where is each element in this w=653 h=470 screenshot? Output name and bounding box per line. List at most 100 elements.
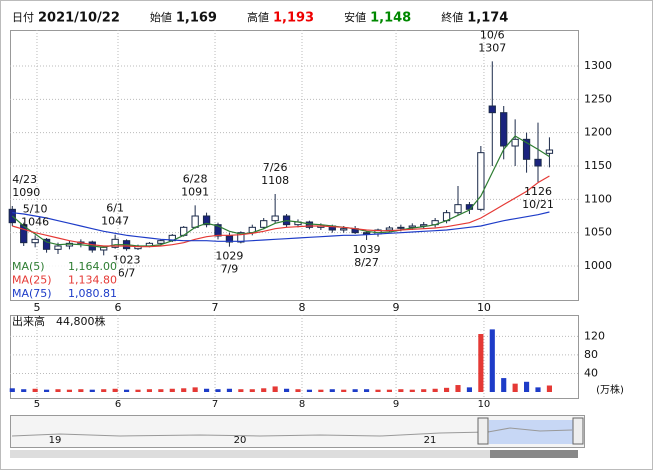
annotation-date: 5/10 [23, 202, 48, 215]
volume-bar [238, 389, 244, 392]
volume-bar [512, 383, 518, 392]
header-value: 1,193 [273, 11, 314, 26]
annotation-date: 10/6 [480, 28, 505, 41]
header-label: 始値 [150, 10, 172, 24]
navigator-line [11, 427, 573, 437]
x-tick-label: 10 [478, 399, 491, 410]
volume-bar [181, 388, 187, 392]
scrollbar-thumb[interactable] [490, 450, 578, 458]
volume-bar [112, 388, 118, 392]
candle-body [397, 226, 405, 229]
y-tick-label: 80 [584, 348, 598, 361]
candle-body [522, 138, 531, 160]
volume-bar [44, 389, 50, 392]
legend-name: MA(5) [12, 260, 45, 273]
y-tick-label: 40 [584, 366, 598, 379]
candle-body [408, 225, 416, 228]
candle-body [191, 215, 199, 228]
volume-bar [306, 389, 312, 392]
x-tick-label: 5 [34, 399, 40, 410]
candle-body [362, 232, 371, 235]
header-value: 2021/10/22 [38, 11, 120, 26]
candle-body [340, 228, 348, 231]
ma-line [12, 211, 550, 242]
volume-bar [204, 388, 210, 392]
volume-bar [32, 388, 38, 392]
volume-bar [455, 385, 461, 392]
volume-bar [535, 387, 541, 392]
volume-bar [444, 387, 450, 392]
y-tick-label: 1150 [584, 159, 612, 172]
y-tick-label: 1300 [584, 59, 612, 72]
y-tick-label: 1100 [584, 192, 612, 205]
navigator-window[interactable] [489, 420, 573, 444]
navigator-handle[interactable] [572, 417, 584, 445]
volume-bar [169, 388, 175, 392]
volume-bar [215, 389, 221, 392]
volume-bar [146, 389, 152, 392]
volume-bar [272, 386, 278, 392]
volume-bar [409, 389, 415, 392]
ma-line [12, 175, 550, 248]
volume-bar [524, 381, 530, 392]
candle-body [271, 215, 279, 222]
annotation-value: 1023 [113, 254, 141, 267]
annotation-value: 1091 [181, 185, 209, 198]
legend-name: MA(25) [12, 274, 52, 287]
annotation-date: 6/1 [106, 202, 124, 215]
annotation-value: 1029 [215, 250, 243, 263]
x-tick-label: 10 [477, 301, 491, 314]
volume-bar [284, 388, 290, 392]
scrollbar[interactable] [10, 450, 490, 458]
volume-bar [89, 389, 95, 392]
legend-value: 1,164.00 [68, 260, 117, 273]
navigator-handle[interactable] [477, 417, 489, 445]
x-tick-label: 5 [33, 301, 40, 314]
annotation-value: 1047 [101, 215, 129, 228]
volume-bar [192, 387, 198, 392]
volume-bar [78, 389, 84, 392]
volume-bar [226, 388, 232, 392]
volume-bar [398, 389, 404, 392]
navigator-label: 19 [49, 435, 62, 446]
y-tick-label: 1050 [584, 226, 612, 239]
header-label: 安値 [344, 10, 366, 24]
annotation-value: 1039 [353, 243, 381, 256]
candle-body [157, 240, 165, 244]
x-tick-label: 9 [393, 301, 400, 314]
legend-name: MA(75) [12, 287, 52, 300]
volume-bar [489, 329, 495, 392]
x-tick-label: 9 [393, 399, 399, 410]
header-label: 終値 [441, 10, 463, 24]
volume-bar [158, 389, 164, 392]
x-tick-label: 6 [115, 399, 121, 410]
annotation-value: 1046 [21, 215, 49, 228]
annotation-date: 10/21 [522, 198, 554, 211]
y-tick-label: 120 [584, 329, 605, 342]
volume-bar [55, 389, 61, 392]
volume-title: 出来高 [12, 314, 45, 328]
candle-body [511, 138, 519, 147]
navigator-label: 21 [424, 435, 437, 446]
header-value: 1,148 [370, 11, 411, 26]
legend-value: 1,134.80 [68, 274, 117, 287]
volume-bar [249, 389, 255, 392]
volume-bar [478, 334, 484, 392]
annotation-value: 1126 [524, 185, 552, 198]
volume-bar [9, 388, 15, 392]
candle-body [202, 215, 211, 226]
annotation-date: 4/23 [12, 173, 37, 186]
volume-bar [66, 389, 72, 392]
annotation-date: 6/28 [183, 172, 208, 185]
legend-box [11, 260, 119, 300]
annotation-date: 6/7 [118, 267, 136, 280]
ma-line [11, 135, 550, 248]
candle-body [225, 235, 234, 243]
candle-body [31, 238, 39, 244]
volume-bar [352, 389, 358, 392]
x-tick-label: 8 [299, 399, 305, 410]
navigator-label: 20 [234, 435, 247, 446]
candle-body [237, 232, 245, 243]
volume-bar [421, 389, 427, 392]
header-label: 高値 [247, 10, 269, 24]
